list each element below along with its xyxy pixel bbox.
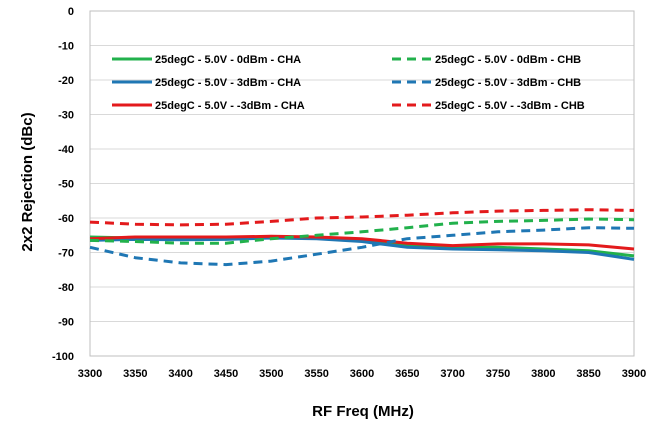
- x-tick-label: 3600: [350, 368, 374, 380]
- x-tick-label: 3900: [622, 368, 646, 380]
- x-tick-label: 3800: [531, 368, 555, 380]
- x-tick-label: 3450: [214, 368, 238, 380]
- y-tick-label: -30: [58, 110, 74, 122]
- legend-label: 25degC - 5.0V - -3dBm - CHB: [435, 100, 585, 112]
- plot-area-border: [89, 10, 635, 357]
- x-tick-label: 3300: [78, 368, 102, 380]
- series-line-6: [89, 208, 635, 227]
- x-tick-label: 3700: [440, 368, 464, 380]
- x-axis-title: RF Freq (MHz): [312, 403, 414, 420]
- y-tick-label: -40: [58, 144, 74, 156]
- x-tick-label: 3650: [395, 368, 419, 380]
- legend-label: 25degC - 5.0V - -3dBm - CHA: [155, 100, 305, 112]
- y-tick-label: -50: [58, 179, 74, 191]
- x-tick-label: 3850: [576, 368, 600, 380]
- x-tick-label: 3350: [123, 368, 147, 380]
- series-line-3: [89, 234, 635, 251]
- y-tick-label: -60: [58, 213, 74, 225]
- y-tick-label: -10: [58, 41, 74, 53]
- series-lines: [89, 208, 635, 267]
- y-tick-label: -20: [58, 75, 74, 87]
- legend-label: 25degC - 5.0V - 0dBm - CHB: [435, 54, 581, 66]
- x-tick-label: 3400: [168, 368, 192, 380]
- x-tick-labels: 3300 3350 3400 3450 3500 3550 3600 3650 3700 3750…: [78, 368, 646, 380]
- legend-label: 25degC - 5.0V - 0dBm - CHA: [155, 54, 301, 66]
- y-tick-label: -80: [58, 282, 74, 294]
- series-line-2: [89, 236, 635, 261]
- x-tick-label: 3500: [259, 368, 283, 380]
- y-axis-title: 2x2 Rejection (dBc): [19, 112, 36, 251]
- y-tick-label: -90: [58, 317, 74, 329]
- y-tick-label: -70: [58, 248, 74, 260]
- plot-frame: [89, 10, 635, 357]
- x-tick-label: 3750: [486, 368, 510, 380]
- series-line-5: [89, 226, 635, 267]
- y-tick-label: -100: [52, 351, 74, 363]
- y-tick-labels: 0 -10 -20 -30 -40 -50 -60 -70 -80 -90 -100: [52, 6, 74, 363]
- legend: 25degC - 5.0V - 0dBm - CHA 25degC - 5.0V …: [112, 54, 585, 112]
- x-tick-label: 3550: [304, 368, 328, 380]
- legend-label: 25degC - 5.0V - 3dBm - CHB: [435, 77, 581, 89]
- series-line-4: [89, 217, 635, 245]
- y-tick-label: 0: [68, 6, 74, 18]
- legend-label: 25degC - 5.0V - 3dBm - CHA: [155, 77, 301, 89]
